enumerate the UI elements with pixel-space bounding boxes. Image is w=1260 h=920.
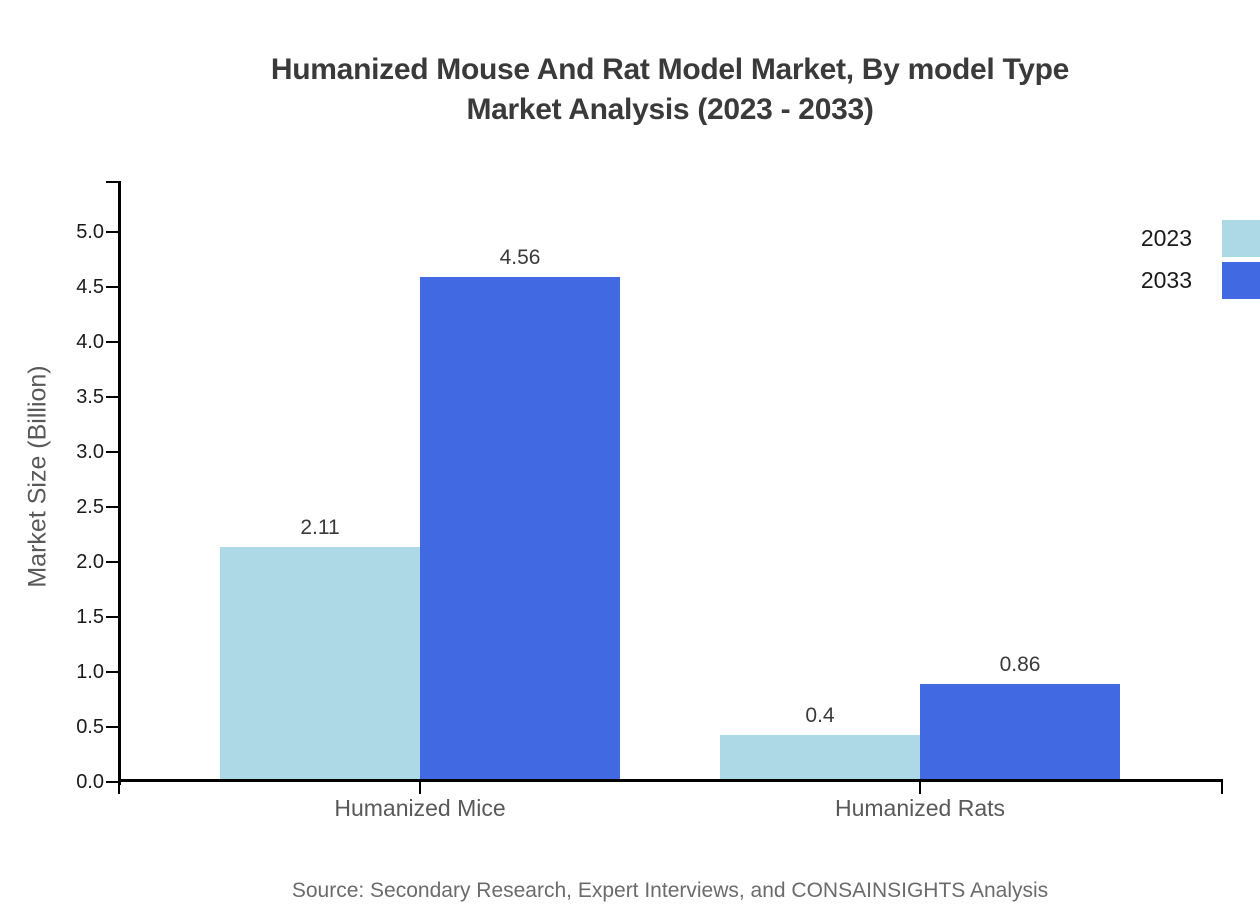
category-label-humanized-rats: Humanized Rats bbox=[834, 795, 1006, 821]
chart-title: Humanized Mouse And Rat Model Market, By… bbox=[120, 50, 1220, 130]
y-tick-label: 0.5 bbox=[76, 716, 104, 738]
bar-2033-humanized-rats bbox=[920, 684, 1120, 779]
y-tick-label: 1.0 bbox=[76, 661, 104, 683]
bar-2023-humanized-rats bbox=[720, 735, 920, 779]
value-label-2023-humanized-rats: 0.4 bbox=[805, 704, 835, 727]
y-tick bbox=[106, 726, 118, 728]
y-tick-label: 4.5 bbox=[76, 276, 104, 298]
value-label-2023-humanized-mice: 2.11 bbox=[300, 516, 340, 539]
x-axis-right-cap bbox=[1221, 782, 1223, 794]
x-axis-line bbox=[118, 779, 1223, 782]
y-tick-label: 5.0 bbox=[76, 221, 104, 243]
chart-title-line2: Market Analysis (2023 - 2033) bbox=[466, 93, 874, 126]
chart-title-line1: Humanized Mouse And Rat Model Market, By… bbox=[270, 53, 1070, 86]
legend-label-2033: 2033 bbox=[1140, 267, 1192, 293]
y-tick-label: 3.5 bbox=[76, 386, 104, 408]
y-tick-label: 1.5 bbox=[76, 606, 104, 628]
category-label-humanized-mice: Humanized Mice bbox=[334, 795, 506, 821]
y-tick bbox=[106, 781, 118, 783]
y-tick bbox=[106, 561, 118, 563]
legend-swatch-2033 bbox=[1222, 262, 1260, 299]
value-label-2033-humanized-rats: 0.86 bbox=[999, 653, 1041, 676]
y-tick bbox=[106, 506, 118, 508]
legend-label-2023: 2023 bbox=[1140, 225, 1192, 251]
y-tick-label: 2.5 bbox=[76, 496, 104, 518]
legend-swatch-2023 bbox=[1222, 220, 1260, 257]
x-axis-left-cap bbox=[118, 782, 120, 794]
y-axis-top-cap bbox=[106, 181, 118, 183]
value-label-2033-humanized-mice: 4.56 bbox=[499, 246, 541, 269]
x-tick bbox=[919, 782, 921, 794]
source-note: Source: Secondary Research, Expert Inter… bbox=[291, 879, 1049, 902]
y-tick-label: 3.0 bbox=[76, 441, 104, 463]
y-tick bbox=[106, 286, 118, 288]
x-tick bbox=[419, 782, 421, 794]
bar-2023-humanized-mice bbox=[220, 547, 420, 779]
y-tick bbox=[106, 451, 118, 453]
y-tick-label: 4.0 bbox=[76, 331, 104, 353]
y-tick bbox=[106, 616, 118, 618]
y-tick bbox=[106, 231, 118, 233]
bar-2033-humanized-mice bbox=[420, 277, 620, 779]
y-tick-label: 0.0 bbox=[76, 771, 104, 793]
y-tick bbox=[106, 671, 118, 673]
y-tick bbox=[106, 341, 118, 343]
y-tick bbox=[106, 396, 118, 398]
y-axis-line bbox=[118, 181, 121, 785]
y-tick-label: 2.0 bbox=[76, 551, 104, 573]
